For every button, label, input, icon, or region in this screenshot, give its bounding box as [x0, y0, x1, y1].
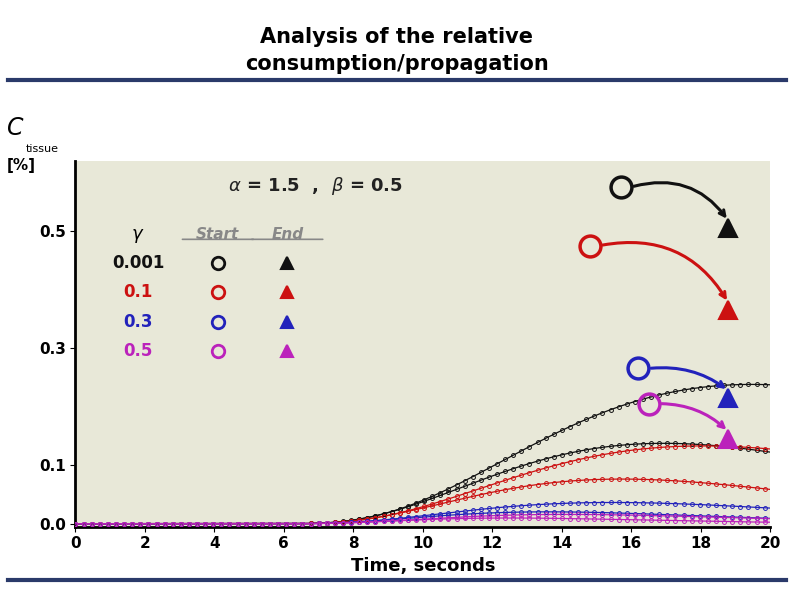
- Text: tissue: tissue: [26, 144, 60, 154]
- Text: 0.001: 0.001: [112, 254, 164, 272]
- Text: [%]: [%]: [6, 158, 36, 173]
- Text: consumption/propagation: consumption/propagation: [245, 54, 549, 74]
- Text: $C$: $C$: [6, 116, 25, 140]
- Text: Analysis of the relative: Analysis of the relative: [260, 27, 534, 47]
- Text: 0.5: 0.5: [123, 342, 152, 360]
- X-axis label: Time, seconds: Time, seconds: [351, 557, 495, 575]
- Text: 0.1: 0.1: [123, 283, 152, 302]
- Text: $\gamma$: $\gamma$: [131, 227, 145, 245]
- Text: 0.3: 0.3: [123, 312, 152, 331]
- Text: Start: Start: [196, 227, 240, 242]
- Text: End: End: [272, 227, 303, 242]
- Text: $\alpha$ = 1.5  ,  $\beta$ = 0.5: $\alpha$ = 1.5 , $\beta$ = 0.5: [229, 176, 403, 198]
